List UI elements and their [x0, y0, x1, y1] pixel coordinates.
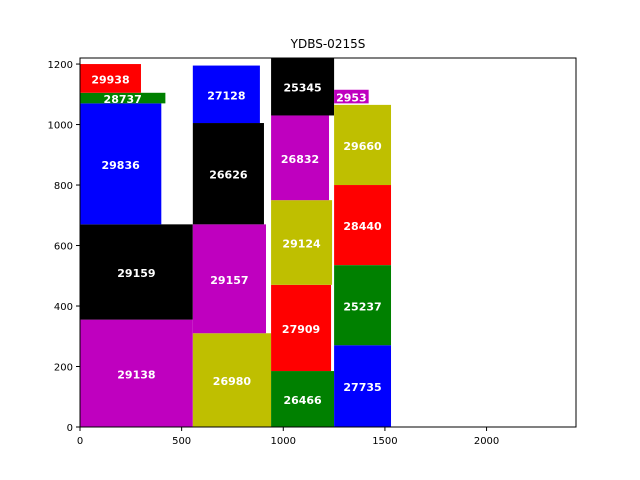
piece-rect — [80, 224, 193, 320]
piece-11: 29124 — [271, 200, 333, 285]
x-tick-label: 2000 — [474, 436, 499, 447]
piece-rect — [80, 319, 193, 427]
piece-label: 29836 — [102, 159, 141, 172]
piece-17: 25237 — [334, 265, 392, 346]
x-tick-label: 1000 — [271, 436, 296, 447]
x-tick-label: 1500 — [372, 436, 397, 447]
piece-label: 29138 — [117, 368, 155, 381]
piece-6: 29157 — [192, 224, 266, 334]
piece-16: 28440 — [334, 185, 392, 266]
x-axis: 0 500 1000 1500 2000 — [77, 427, 499, 447]
piece-label: 29124 — [282, 238, 321, 251]
piece-rect — [334, 104, 392, 186]
piece-label: 29157 — [210, 274, 248, 287]
piece-rect — [334, 185, 392, 266]
piece-3: 28737 — [80, 92, 166, 106]
piece-label: 26626 — [209, 169, 248, 182]
piece-label: 27735 — [343, 381, 381, 394]
piece-rect — [192, 123, 264, 225]
chart-title: YDBS-0215S — [290, 37, 366, 51]
x-tick-label: 0 — [77, 436, 83, 447]
piece-13: 25345 — [271, 58, 335, 116]
piece-rect — [271, 58, 335, 116]
piece-7: 26626 — [192, 123, 264, 225]
piece-0: 29138 — [80, 319, 193, 427]
piece-rect — [192, 224, 266, 334]
plot-frame — [79, 57, 577, 428]
piece-12: 26832 — [271, 115, 330, 201]
piece-label: 2953 — [336, 92, 367, 105]
piece-label: 28440 — [343, 220, 382, 233]
y-tick-label: 1200 — [48, 60, 73, 71]
piece-15: 29660 — [334, 104, 392, 186]
x-tick-label: 500 — [172, 436, 191, 447]
y-tick-label: 800 — [54, 181, 73, 192]
y-tick-label: 200 — [54, 363, 73, 374]
piece-rect — [192, 333, 272, 427]
piece-label: 25345 — [283, 82, 321, 95]
piece-label: 26466 — [283, 394, 322, 407]
piece-rect — [334, 89, 369, 104]
piece-14: 2953 — [334, 89, 369, 105]
piece-1: 29159 — [80, 224, 193, 320]
piece-4: 29938 — [80, 64, 141, 93]
piece-label: 28737 — [104, 93, 142, 106]
piece-rect — [80, 103, 162, 225]
rects-layer: 29138 29159 29836 28737 29938 26980 29157 26626… — [80, 58, 392, 427]
y-tick-label: 400 — [54, 302, 73, 313]
y-tick-label: 0 — [67, 423, 73, 434]
piece-9: 26466 — [271, 371, 335, 427]
piece-label: 26980 — [213, 375, 252, 388]
piece-rect — [271, 284, 332, 372]
piece-rect — [80, 64, 141, 93]
piece-2: 29836 — [80, 103, 162, 225]
piece-label: 25237 — [343, 300, 381, 313]
piece-rect — [271, 371, 335, 427]
piece-10: 27909 — [271, 284, 332, 372]
piece-label: 26832 — [281, 153, 319, 166]
piece-rect — [192, 65, 260, 124]
y-tick-label: 600 — [54, 242, 73, 253]
piece-label: 29660 — [343, 140, 382, 153]
piece-rect — [271, 115, 330, 201]
piece-label: 27128 — [207, 89, 245, 102]
y-tick-label: 1000 — [48, 121, 73, 132]
piece-label: 29159 — [117, 267, 155, 280]
piece-rect — [334, 345, 392, 427]
piece-label: 27909 — [282, 323, 320, 336]
piece-18: 27735 — [334, 345, 392, 427]
piece-rect — [271, 200, 333, 285]
piece-rect — [80, 92, 166, 104]
y-axis: 0 200 400 600 800 1000 1200 — [48, 60, 80, 434]
piece-5: 26980 — [192, 333, 272, 427]
piece-label: 29938 — [91, 73, 129, 86]
piece-8: 27128 — [192, 65, 260, 124]
piece-rect — [334, 265, 392, 346]
